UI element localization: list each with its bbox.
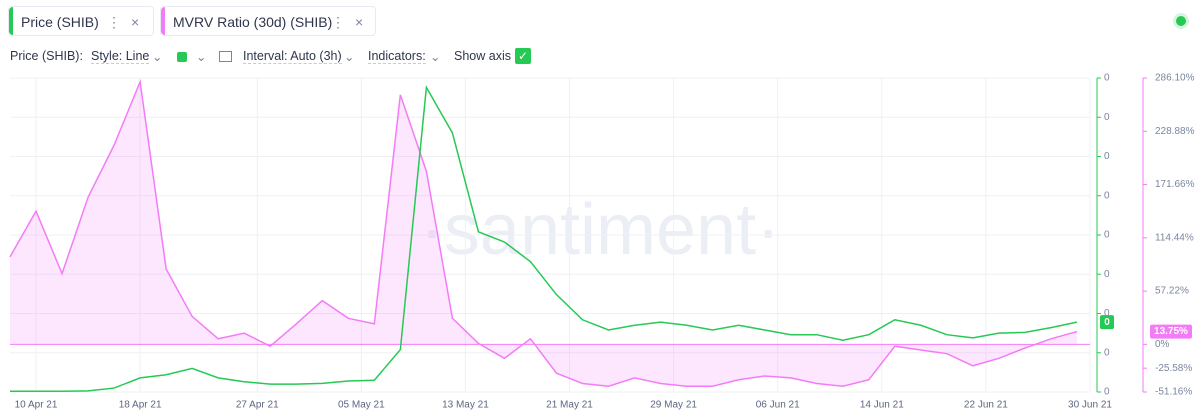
chevron: ⌄ bbox=[152, 50, 163, 64]
indicators-select[interactable]: Indicators: bbox=[368, 49, 426, 64]
y2-tick-label: -51.16% bbox=[1155, 387, 1192, 398]
x-tick-label: 22 Jun 21 bbox=[964, 400, 1008, 411]
x-tick-label: 29 May 21 bbox=[650, 400, 697, 411]
x-tick-label: 21 May 21 bbox=[546, 400, 593, 411]
y-tick-label: 0 bbox=[1104, 387, 1110, 398]
y2-tick-label: 286.10% bbox=[1155, 73, 1195, 84]
close-icon[interactable]: × bbox=[131, 14, 140, 30]
tab-label: Price (SHIB) bbox=[21, 14, 99, 30]
y-tick-label: 0 bbox=[1104, 73, 1110, 84]
watermark: ·santiment· bbox=[420, 190, 780, 270]
value-badge bbox=[1100, 315, 1114, 330]
tab-color bbox=[161, 7, 165, 35]
interval-icon bbox=[219, 51, 232, 62]
tab[interactable]: MVRV Ratio (30d) (SHIB) ⋮ × bbox=[160, 6, 376, 36]
show-axis-label: Show axis bbox=[454, 49, 511, 63]
y-tick-label: 0 bbox=[1104, 308, 1110, 319]
menu-icon[interactable]: ⋮ bbox=[331, 14, 345, 30]
toolbar-label: Price (SHIB): bbox=[10, 49, 83, 63]
y2-tick-label: -25.58% bbox=[1155, 363, 1192, 374]
x-tick-label: 30 Jun 21 bbox=[1068, 400, 1112, 411]
x-tick-label: 10 Apr 21 bbox=[15, 400, 58, 411]
status-dot bbox=[1176, 16, 1186, 26]
tab-color bbox=[9, 7, 13, 35]
y-tick-label: 0 bbox=[1104, 230, 1110, 241]
tab[interactable]: Price (SHIB) ⋮ × bbox=[8, 6, 154, 36]
y-tick-label: 0 bbox=[1104, 347, 1110, 358]
y-tick-label: 0 bbox=[1104, 190, 1110, 201]
value-badge-label: 13.75% bbox=[1154, 326, 1188, 337]
menu-icon[interactable]: ⋮ bbox=[107, 14, 121, 30]
x-tick-label: 14 Jun 21 bbox=[860, 400, 904, 411]
y-tick-label: 0 bbox=[1104, 112, 1110, 123]
area bbox=[10, 81, 1077, 387]
x-tick-label: 13 May 21 bbox=[442, 400, 489, 411]
tab-label: MVRV Ratio (30d) (SHIB) bbox=[173, 14, 333, 30]
x-tick-label: 27 Apr 21 bbox=[236, 400, 279, 411]
x-tick-label: 05 May 21 bbox=[338, 400, 385, 411]
y2-tick-label: 228.88% bbox=[1155, 126, 1195, 137]
value-badge bbox=[1150, 324, 1192, 339]
y2-tick-label: 57.22% bbox=[1155, 286, 1189, 297]
style-select[interactable]: Style: Line bbox=[91, 49, 150, 64]
value-badge-label: 0 bbox=[1104, 317, 1110, 328]
series-line bbox=[9, 78, 1078, 388]
y2-tick-label: 0% bbox=[1155, 339, 1170, 350]
y-tick-label: 0 bbox=[1104, 151, 1110, 162]
chevron: ⌄ bbox=[196, 50, 207, 64]
interval-select[interactable]: Interval: Auto (3h) bbox=[243, 49, 342, 64]
chevron: ⌄ bbox=[344, 50, 355, 64]
y-tick-label: 0 bbox=[1104, 269, 1110, 280]
chevron: ⌄ bbox=[430, 50, 441, 64]
series-line bbox=[10, 85, 1078, 392]
close-icon[interactable]: × bbox=[355, 14, 364, 30]
y2-tick-label: 114.44% bbox=[1155, 232, 1194, 243]
y2-tick-label: 171.66% bbox=[1155, 179, 1195, 190]
color-select[interactable] bbox=[177, 52, 187, 62]
x-tick-label: 18 Apr 21 bbox=[119, 400, 162, 411]
show-axis-checkbox[interactable]: ✓ bbox=[515, 48, 531, 64]
x-tick-label: 06 Jun 21 bbox=[756, 400, 800, 411]
